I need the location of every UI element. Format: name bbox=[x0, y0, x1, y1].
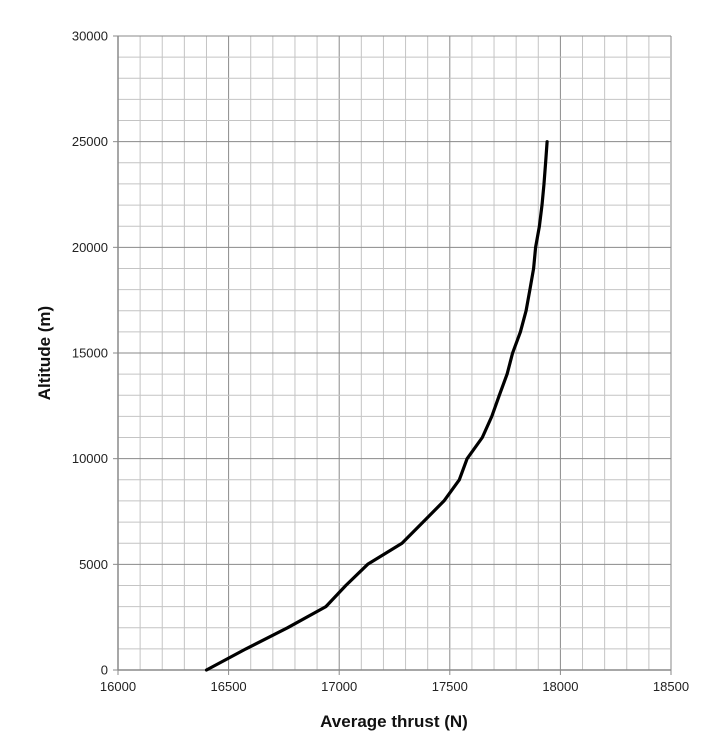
tick-labels: 16000 16500 17000 17500 18000 18500 0 5000 10000… bbox=[72, 29, 689, 695]
y-tick-label: 15000 bbox=[72, 346, 108, 361]
y-axis-title: Altitude (m) bbox=[35, 306, 54, 400]
x-tick-label: 17500 bbox=[432, 679, 468, 694]
y-tick-label: 25000 bbox=[72, 134, 108, 149]
x-tick-label: 18500 bbox=[653, 679, 689, 694]
series-layer bbox=[204, 140, 549, 672]
y-tick-label: 20000 bbox=[72, 240, 108, 255]
x-axis-title: Average thrust (N) bbox=[320, 712, 468, 731]
x-tick-label: 17000 bbox=[321, 679, 357, 694]
y-tick-label: 0 bbox=[101, 663, 108, 678]
y-tick-label: 5000 bbox=[79, 557, 108, 572]
x-tick-label: 16000 bbox=[100, 679, 136, 694]
x-tick-label: 18000 bbox=[542, 679, 578, 694]
y-tick-label: 30000 bbox=[72, 29, 108, 44]
grid bbox=[117, 35, 672, 671]
x-tick-label: 16500 bbox=[211, 679, 247, 694]
series-line bbox=[204, 140, 549, 672]
y-tick-label: 10000 bbox=[72, 451, 108, 466]
